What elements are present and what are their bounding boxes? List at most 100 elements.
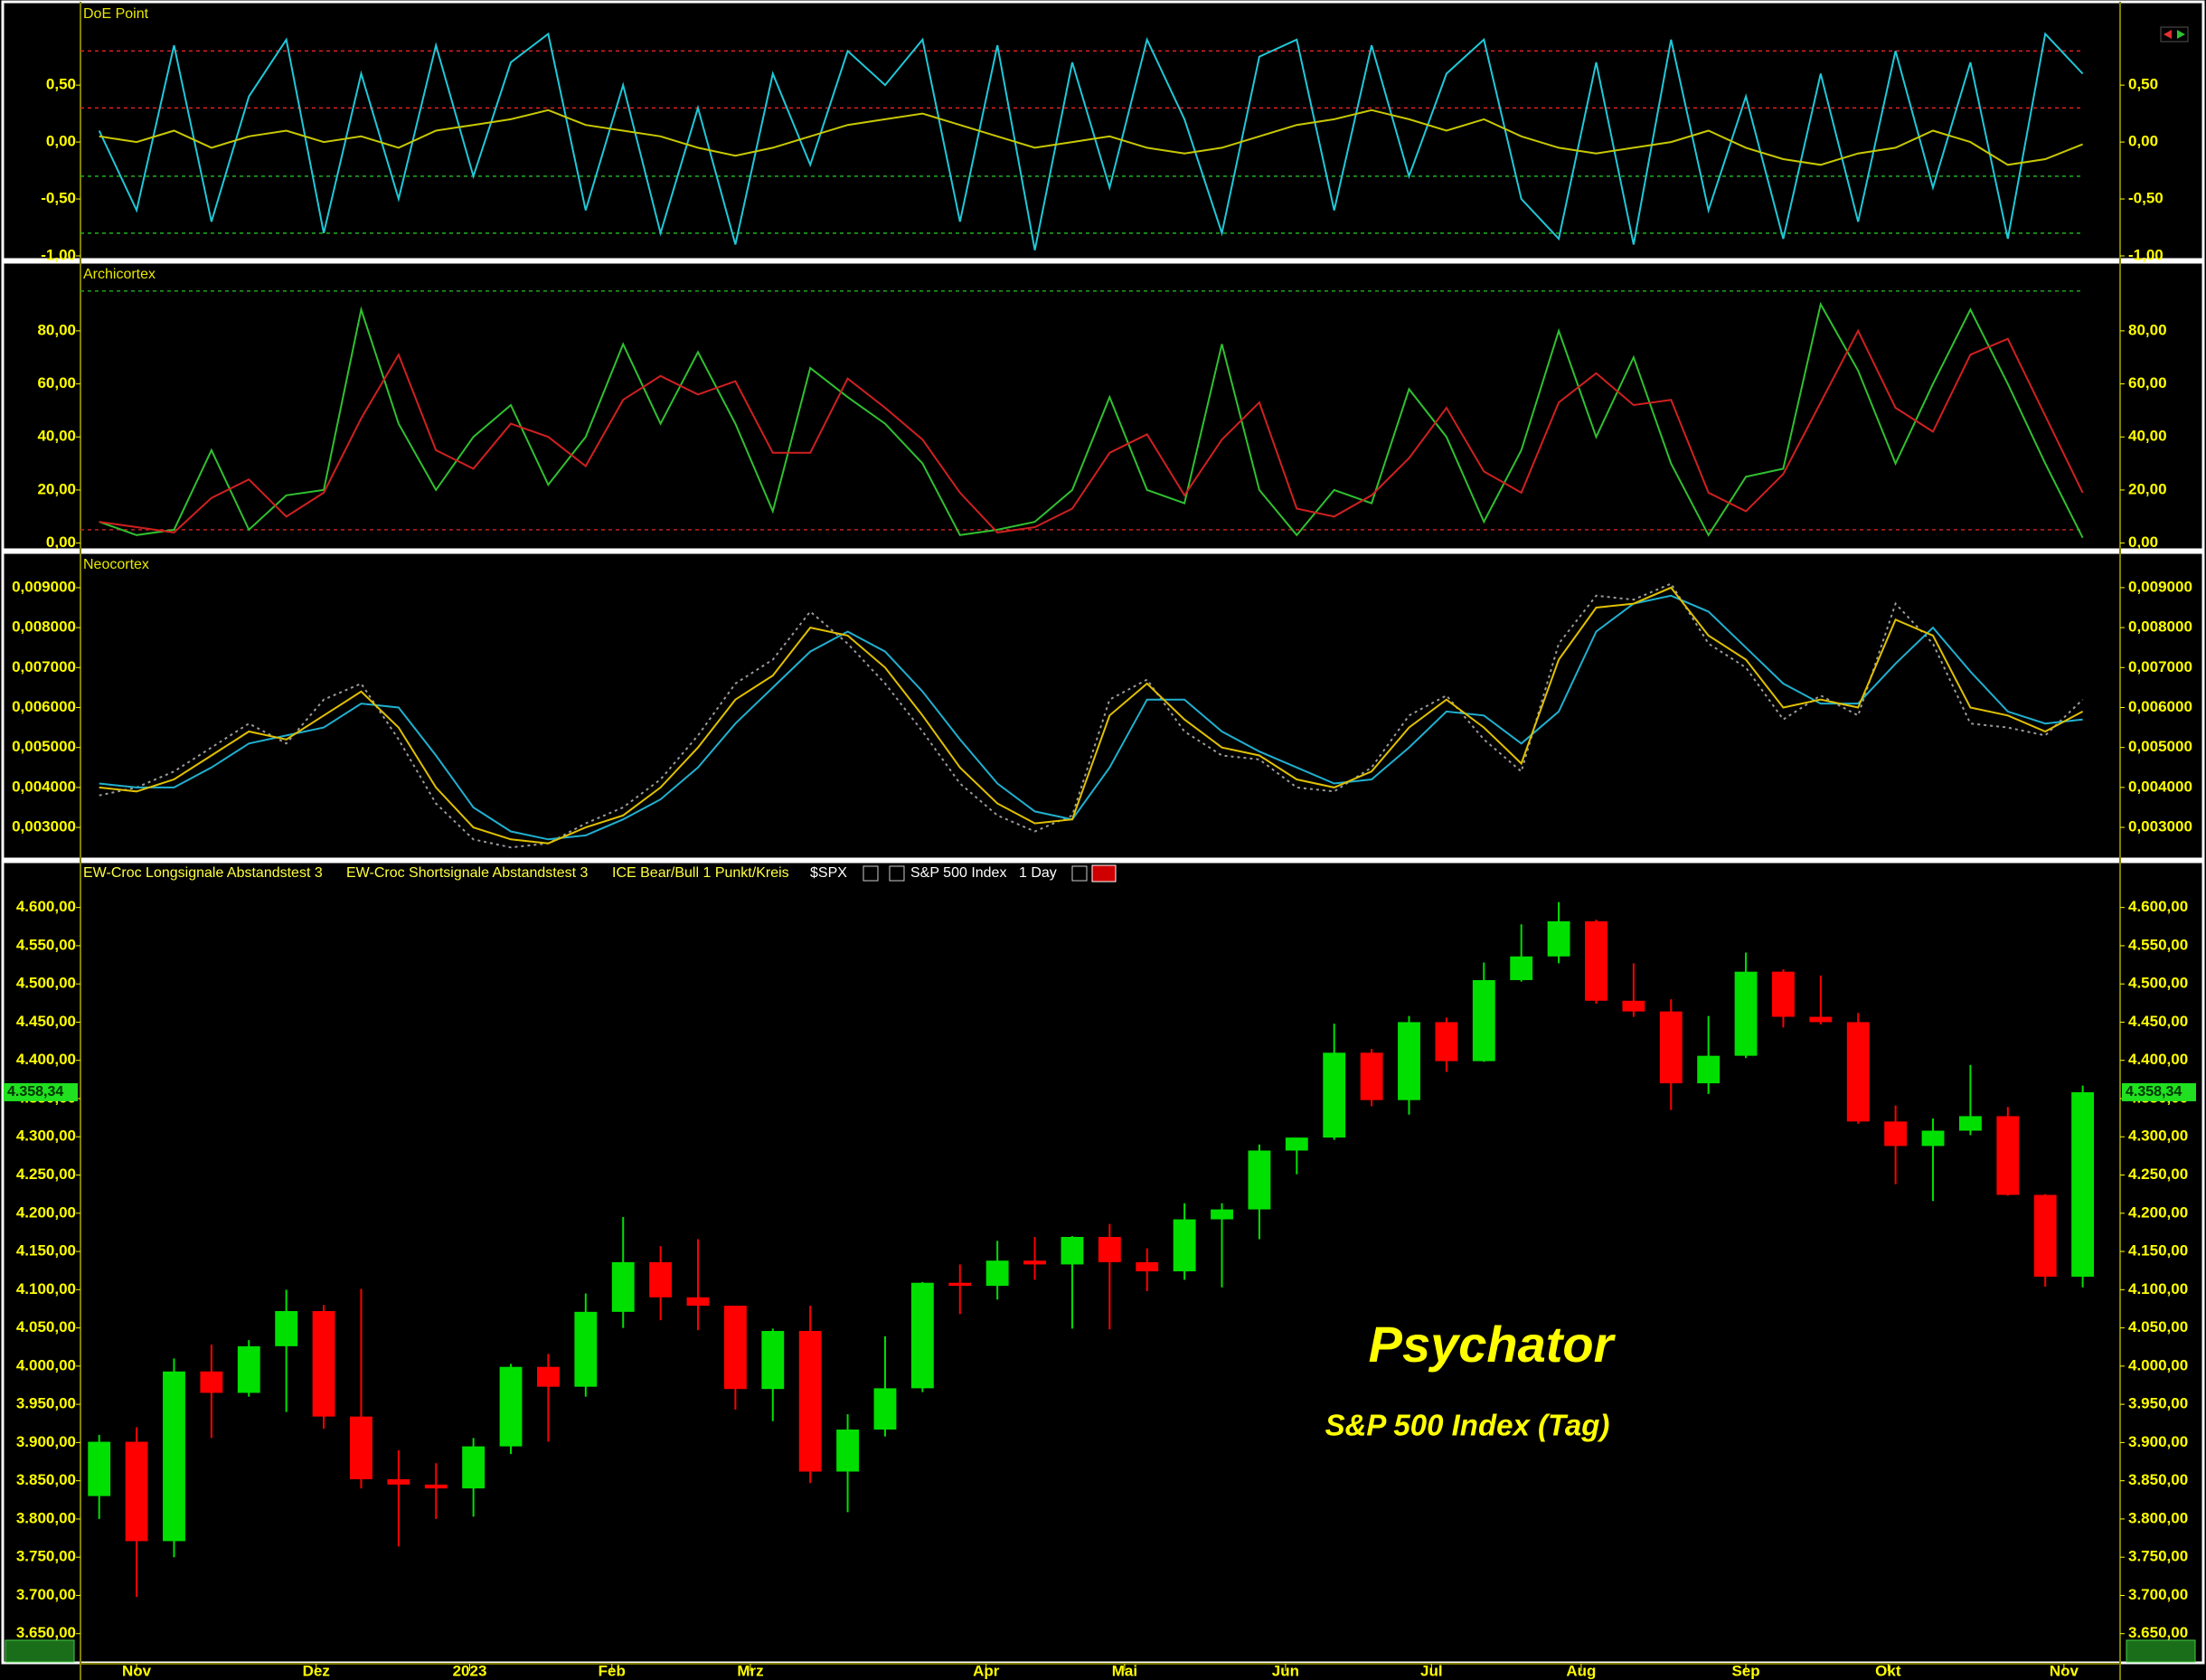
y-tick-label: 3.850,00 <box>16 1471 76 1488</box>
y-tick-label-right: 0,003000 <box>2128 818 2192 835</box>
x-tick-label: Nov <box>2050 1662 2079 1679</box>
y-tick-label-right: 0,007000 <box>2128 658 2192 675</box>
y-tick-label-right: 0,008000 <box>2128 618 2192 636</box>
y-tick-label: 0,008000 <box>12 618 76 636</box>
candle-body <box>1323 1052 1346 1138</box>
candle-body <box>424 1484 448 1489</box>
candle-body <box>1884 1121 1908 1147</box>
x-tick-label: Sep <box>1731 1662 1759 1679</box>
y-tick-label-right: 0,006000 <box>2128 698 2192 715</box>
candle-body <box>574 1311 598 1387</box>
indicator-label: ICE Bear/Bull 1 Punkt/Kreis <box>612 865 789 881</box>
last-price-label: 4.358,34 <box>2126 1084 2182 1100</box>
candle-body <box>1734 971 1758 1056</box>
candle-body <box>1136 1261 1159 1272</box>
y-tick-label: 4.600,00 <box>16 898 76 915</box>
button[interactable] <box>2160 26 2189 42</box>
panel-border <box>1 551 2205 861</box>
y-tick-label: 4.000,00 <box>16 1356 76 1373</box>
candle-body <box>1622 1000 1645 1012</box>
candle-body <box>125 1441 148 1542</box>
y-tick-label-right: 4.100,00 <box>2128 1280 2188 1298</box>
y-tick-label-right: 0,00 <box>2128 533 2158 551</box>
y-tick-label-right: 20,00 <box>2128 480 2167 497</box>
x-tick-label: Mai <box>1112 1662 1137 1679</box>
candle-body <box>462 1446 486 1489</box>
candle-body <box>1211 1209 1233 1220</box>
y-tick-label: 4.050,00 <box>16 1318 76 1336</box>
scroll-box[interactable] <box>2126 1639 2196 1663</box>
y-tick-label-right: 4.200,00 <box>2128 1203 2188 1221</box>
candle-body <box>88 1441 111 1496</box>
dropdown[interactable] <box>863 865 879 882</box>
window-controls[interactable] <box>2160 26 2189 42</box>
dropdown[interactable] <box>889 865 905 882</box>
candle-body <box>1547 920 1570 957</box>
y-tick-label-right: 3.800,00 <box>2128 1509 2188 1526</box>
candle-body <box>649 1261 673 1298</box>
y-tick-label-right: 4.600,00 <box>2128 898 2188 915</box>
candle-body <box>910 1282 934 1389</box>
candle-body <box>275 1310 298 1346</box>
x-tick-label: Jul <box>1420 1662 1443 1679</box>
series-line <box>99 328 2084 533</box>
y-tick-label-right: 40,00 <box>2128 428 2167 445</box>
candle-body <box>1023 1260 1046 1265</box>
toggle-button[interactable] <box>1091 864 1117 882</box>
candle-body <box>611 1261 635 1312</box>
candle-body <box>1585 920 1607 1001</box>
candle-body <box>836 1430 860 1472</box>
y-tick-label: 4.450,00 <box>16 1013 76 1030</box>
candle-body <box>948 1282 972 1287</box>
y-tick-label: 0,003000 <box>12 818 76 835</box>
panel-title: DoE Point <box>83 6 149 22</box>
x-tick-label: Aug <box>1566 1662 1596 1679</box>
y-tick-label: 3.700,00 <box>16 1586 76 1603</box>
scroll-box[interactable] <box>5 1639 75 1663</box>
y-tick-label: 0,006000 <box>12 698 76 715</box>
y-tick-label: -1,00 <box>41 246 76 263</box>
x-tick-label: 2023 <box>453 1662 487 1679</box>
y-tick-label-right: 4.300,00 <box>2128 1128 2188 1145</box>
candle-body <box>1248 1150 1271 1210</box>
candle-body <box>1659 1011 1683 1084</box>
y-tick-label: 3.650,00 <box>16 1624 76 1641</box>
y-tick-label-right: 3.900,00 <box>2128 1433 2188 1450</box>
panel-border <box>1 0 2205 261</box>
y-tick-label: 3.900,00 <box>16 1433 76 1450</box>
y-tick-label: 0,50 <box>46 76 76 93</box>
candle-body <box>1996 1116 2020 1195</box>
x-tick-label: Jun <box>1272 1662 1299 1679</box>
candle-body <box>2071 1091 2095 1277</box>
series-line <box>98 32 2084 250</box>
candle-body <box>1061 1236 1084 1265</box>
dropdown[interactable] <box>1071 865 1088 882</box>
series-line <box>99 586 2084 845</box>
y-tick-label: -0,50 <box>41 190 76 207</box>
last-price-box <box>4 1082 78 1101</box>
panel-title: Archicortex <box>83 267 156 282</box>
candle-body <box>1398 1022 1420 1100</box>
candle-body <box>761 1330 785 1390</box>
y-tick-label-right: 0,009000 <box>2128 578 2192 595</box>
candle-body <box>537 1366 560 1387</box>
candle-body <box>163 1371 185 1542</box>
y-tick-label: 3.800,00 <box>16 1509 76 1526</box>
candle-body <box>1098 1236 1121 1262</box>
y-tick-label-right: 80,00 <box>2128 321 2167 338</box>
x-tick-label: Apr <box>973 1662 1000 1679</box>
candle-body <box>1809 1016 1833 1023</box>
y-tick-label-right: 3.650,00 <box>2128 1624 2188 1641</box>
y-tick-label-right: 3.700,00 <box>2128 1586 2188 1603</box>
x-tick-label: Mrz <box>737 1662 763 1679</box>
indicator-label: EW-Croc Shortsignale Abstandstest 3 <box>346 865 588 881</box>
candle-body <box>1697 1055 1720 1084</box>
y-tick-label-right: 4.550,00 <box>2128 936 2188 953</box>
candle-body <box>2033 1194 2057 1277</box>
candle-body <box>387 1478 410 1485</box>
y-tick-label-right: 60,00 <box>2128 374 2167 392</box>
y-tick-label: 0,005000 <box>12 738 76 755</box>
candle-body <box>237 1345 260 1393</box>
symbol: $SPX <box>810 865 847 881</box>
